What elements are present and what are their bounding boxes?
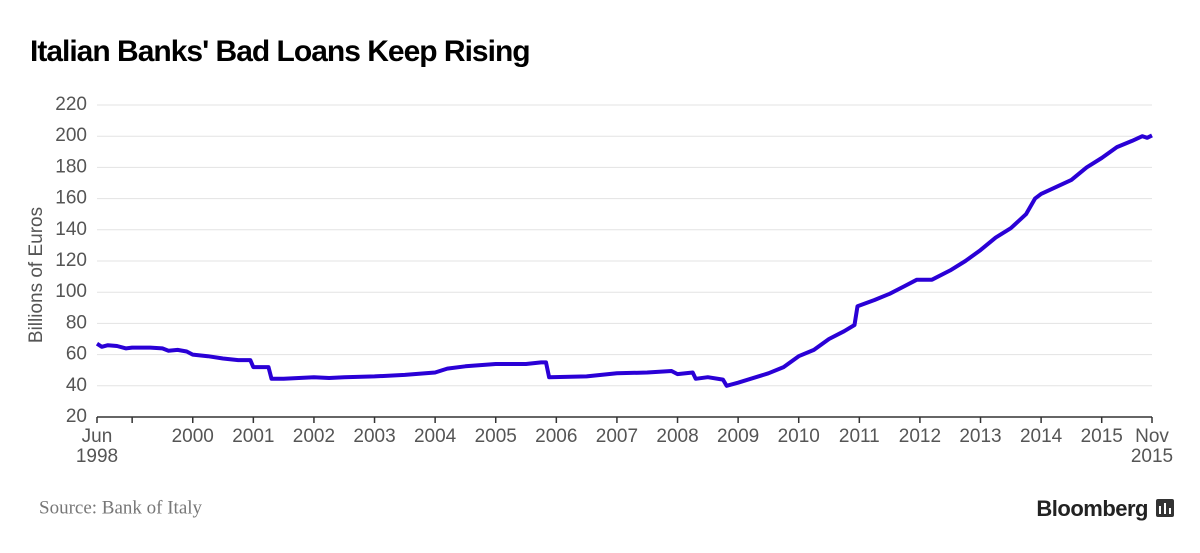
x-tick-label: Jun 1998 bbox=[75, 426, 119, 467]
y-tick-label: 200 bbox=[55, 125, 87, 146]
x-tick-label: 2015 bbox=[1080, 426, 1123, 447]
y-axis-label: Billions of Euros bbox=[26, 207, 47, 343]
x-tick-label: 2013 bbox=[959, 426, 1002, 447]
x-tick-label: 2010 bbox=[777, 426, 820, 447]
y-tick-label: 40 bbox=[66, 375, 87, 396]
x-tick-label: 2008 bbox=[656, 426, 699, 447]
brand: Bloomberg bbox=[1036, 496, 1148, 521]
x-tick-label: 2009 bbox=[716, 426, 760, 447]
brand-icon bbox=[1156, 499, 1174, 517]
y-tick-label: 220 bbox=[55, 94, 87, 115]
source: Source: Bank of Italy bbox=[39, 497, 203, 518]
x-tick-label: Nov 2015 bbox=[1130, 426, 1174, 467]
x-tick-label: 2011 bbox=[838, 426, 880, 447]
y-tick-label: 60 bbox=[66, 344, 87, 365]
y-tick-label: 140 bbox=[55, 219, 87, 240]
data-line bbox=[95, 133, 1153, 388]
x-tick-label: 2004 bbox=[413, 426, 457, 447]
x-tick-label: 2002 bbox=[292, 426, 336, 447]
x-tick-label: 2007 bbox=[595, 426, 639, 447]
x-tick-label: 2006 bbox=[535, 426, 578, 447]
y-tick-label: 100 bbox=[55, 281, 87, 302]
x-tick-label: 2000 bbox=[171, 426, 214, 447]
x-tick-label: 2012 bbox=[898, 426, 942, 447]
x-tick-label: 2005 bbox=[474, 426, 517, 447]
y-tick-label: 120 bbox=[55, 250, 87, 271]
x-tick-label: 2001 bbox=[232, 426, 275, 447]
y-tick-label: 80 bbox=[66, 312, 87, 333]
chart-title: Italian Banks' Bad Loans Keep Rising bbox=[30, 35, 530, 68]
y-tick-label: 160 bbox=[55, 188, 87, 209]
y-tick-label: 20 bbox=[66, 406, 87, 427]
x-tick-label: 2003 bbox=[353, 426, 396, 447]
x-tick-label: 2014 bbox=[1019, 426, 1063, 447]
y-tick-label: 180 bbox=[55, 156, 87, 177]
